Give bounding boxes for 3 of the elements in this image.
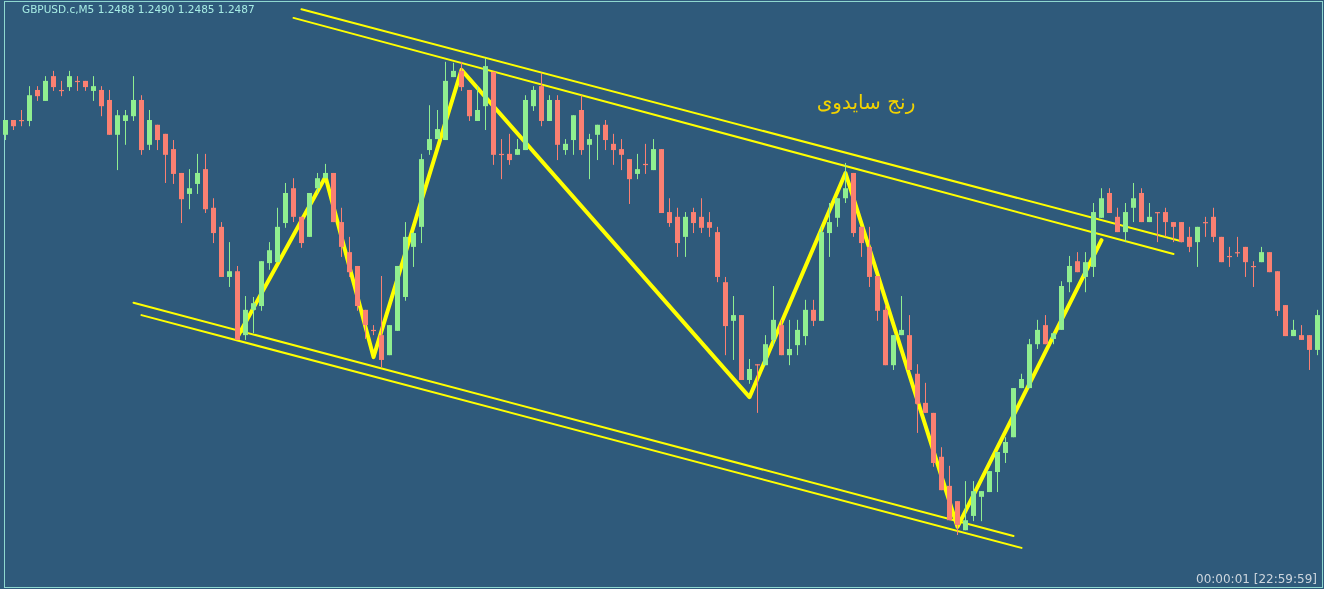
chart-title: GBPUSD.c,M5 1.2488 1.2490 1.2485 1.2487 <box>22 3 255 15</box>
annotation: 00:00:01 [22:59:59] <box>1196 572 1317 586</box>
annotation: رنج سایدوی <box>816 90 916 114</box>
